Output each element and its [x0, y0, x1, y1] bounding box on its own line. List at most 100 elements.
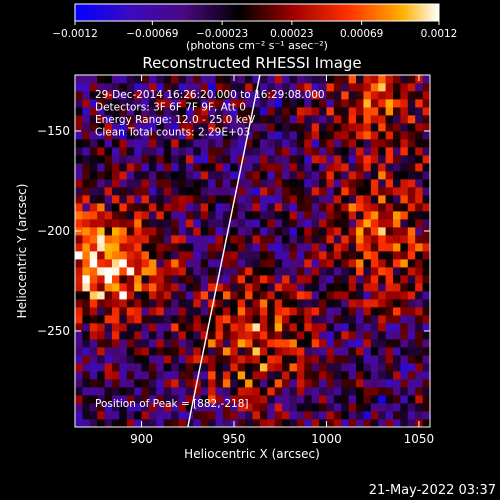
- heatmap-cell: [185, 99, 194, 108]
- heatmap-cell: [378, 139, 387, 148]
- heatmap-cell: [378, 203, 387, 212]
- chart-title: Reconstructed RHESSI Image: [142, 54, 361, 72]
- heatmap-cell: [348, 227, 357, 236]
- heatmap-cell: [97, 91, 105, 100]
- heatmap-cell: [171, 203, 179, 212]
- heatmap-cell: [75, 307, 83, 316]
- heatmap-cell: [326, 155, 335, 164]
- heatmap-cell: [97, 379, 105, 388]
- heatmap-cell: [97, 259, 105, 268]
- heatmap-cell: [304, 419, 313, 427]
- heatmap-cell: [385, 371, 394, 380]
- heatmap-cell: [422, 259, 430, 268]
- heatmap-cell: [208, 291, 216, 300]
- heatmap-cell: [363, 419, 372, 427]
- heatmap-cell: [274, 323, 283, 332]
- heatmap-cell: [237, 211, 246, 220]
- heatmap-cell: [119, 315, 128, 324]
- heatmap-cell: [415, 395, 424, 404]
- heatmap-cell: [282, 267, 290, 276]
- colorbar-tick-label: 0.0012: [421, 28, 458, 40]
- heatmap-cell: [363, 259, 372, 268]
- heatmap-cell: [407, 419, 416, 427]
- heatmap-cell: [415, 355, 424, 364]
- heatmap-cell: [415, 235, 424, 244]
- heatmap-cell: [400, 195, 409, 204]
- heatmap-cell: [193, 219, 202, 228]
- heatmap-cell: [304, 315, 313, 324]
- heatmap-cell: [407, 355, 416, 364]
- heatmap-cell: [333, 91, 342, 100]
- heatmap-cell: [126, 99, 135, 108]
- heatmap-cell: [134, 291, 142, 300]
- heatmap-cell: [296, 211, 305, 220]
- heatmap-cell: [82, 291, 91, 300]
- heatmap-cell: [333, 259, 342, 268]
- heatmap-cell: [119, 99, 128, 108]
- heatmap-cell: [185, 139, 194, 148]
- heatmap-cell: [319, 83, 327, 92]
- heatmap-cell: [274, 195, 283, 204]
- heatmap-cell: [89, 371, 98, 380]
- heatmap-cell: [230, 363, 239, 372]
- heatmap-cell: [252, 259, 261, 268]
- heatmap-cell: [89, 339, 98, 348]
- heatmap-cell: [119, 331, 128, 340]
- heatmap-cell: [134, 147, 142, 156]
- heatmap-cell: [400, 283, 409, 292]
- heatmap-cell: [356, 411, 364, 420]
- heatmap-cell: [378, 259, 387, 268]
- heatmap-cell: [422, 179, 430, 188]
- heatmap-cell: [415, 275, 424, 284]
- colorbar-tick-label: −0.00023: [196, 28, 248, 40]
- heatmap-cell: [296, 419, 305, 427]
- heatmap-cell: [141, 131, 150, 140]
- heatmap-cell: [82, 235, 91, 244]
- heatmap-cell: [82, 331, 91, 340]
- heatmap-cell: [348, 251, 357, 260]
- heatmap-cell: [341, 195, 350, 204]
- heatmap-cell: [185, 91, 194, 100]
- x-axis-ticks: 900 950 1000 1050: [130, 75, 434, 446]
- heatmap-cell: [193, 403, 202, 412]
- heatmap-cell: [237, 259, 246, 268]
- heatmap-cell: [104, 387, 113, 396]
- heatmap-cell: [215, 371, 224, 380]
- heatmap-cell: [97, 363, 105, 372]
- heatmap-cell: [245, 307, 253, 316]
- heatmap-cell: [134, 107, 142, 116]
- heatmap-cell: [193, 171, 202, 180]
- heatmap-cell: [252, 123, 261, 132]
- heatmap-cell: [296, 155, 305, 164]
- heatmap-cell: [156, 275, 165, 284]
- heatmap-cell: [422, 371, 430, 380]
- heatmap-cell: [326, 379, 335, 388]
- heatmap-cell: [348, 219, 357, 228]
- heatmap-cell: [148, 379, 157, 388]
- heatmap-cell: [259, 131, 268, 140]
- heatmap-cell: [97, 163, 105, 172]
- heatmap-cell: [230, 171, 239, 180]
- heatmap-cell: [393, 259, 401, 268]
- heatmap-cell: [282, 259, 290, 268]
- heatmap-cell: [237, 267, 246, 276]
- heatmap-cell: [97, 331, 105, 340]
- heatmap-cell: [111, 379, 120, 388]
- heatmap-cell: [400, 211, 409, 220]
- heatmap-cell: [148, 411, 157, 420]
- heatmap-cell: [385, 99, 394, 108]
- heatmap-cell: [311, 179, 320, 188]
- heatmap-cell: [148, 419, 157, 427]
- heatmap-cell: [215, 395, 224, 404]
- heatmap-cell: [185, 171, 194, 180]
- heatmap-cell: [393, 411, 401, 420]
- heatmap-cell: [415, 171, 424, 180]
- heatmap-cell: [296, 315, 305, 324]
- heatmap-cell: [141, 123, 150, 132]
- heatmap-cell: [185, 419, 194, 427]
- heatmap-cell: [252, 227, 261, 236]
- heatmap-cell: [289, 251, 298, 260]
- heatmap-cell: [215, 211, 224, 220]
- heatmap-cell: [185, 227, 194, 236]
- heatmap-cell: [356, 139, 364, 148]
